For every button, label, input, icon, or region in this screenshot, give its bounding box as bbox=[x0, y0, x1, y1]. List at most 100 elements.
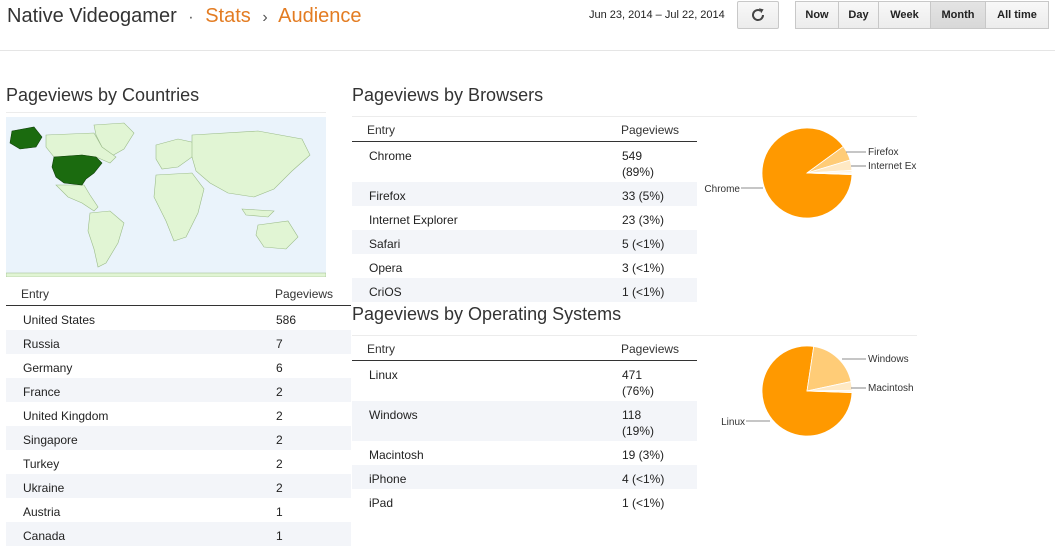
countries-col-pageviews: Pageviews bbox=[275, 287, 334, 301]
os-name: Linux bbox=[369, 368, 398, 382]
table-row[interactable]: United States 586 bbox=[6, 306, 351, 330]
pie-slice-windows[interactable] bbox=[806, 346, 852, 392]
country-views: 1 bbox=[276, 505, 283, 519]
world-map-svg bbox=[6, 122, 326, 277]
countries-title-rule bbox=[6, 112, 326, 113]
table-row[interactable]: France 2 bbox=[6, 378, 351, 402]
breadcrumb-stats[interactable]: Stats bbox=[205, 5, 251, 27]
table-row[interactable]: Canada 1 bbox=[6, 522, 351, 546]
map-canada bbox=[45, 132, 117, 164]
range-month-button[interactable]: Month bbox=[930, 1, 986, 29]
os-percent: (76%) bbox=[622, 384, 655, 398]
country-views: 7 bbox=[276, 337, 283, 351]
country-name: France bbox=[23, 385, 61, 399]
browser-name: Internet Explorer bbox=[369, 213, 458, 227]
map-united-states bbox=[51, 154, 103, 186]
table-row[interactable]: Singapore 2 bbox=[6, 426, 351, 450]
pie-slice-crios[interactable] bbox=[806, 172, 853, 175]
range-alltime-button[interactable]: All time bbox=[985, 1, 1049, 29]
date-range-label[interactable]: Jun 23, 2014 – Jul 22, 2014 bbox=[589, 9, 725, 21]
os-views: 4 (<1%) bbox=[622, 472, 665, 486]
os-views: 118 bbox=[622, 408, 642, 422]
country-views: 6 bbox=[276, 361, 283, 375]
range-week-label: Week bbox=[890, 9, 919, 21]
refresh-button[interactable] bbox=[737, 1, 779, 29]
os-col-entry: Entry bbox=[367, 342, 396, 356]
table-row[interactable]: United Kingdom 2 bbox=[6, 402, 351, 426]
breadcrumb: Native Videogamer · Stats › Audience bbox=[7, 4, 362, 30]
browser-views: 549 bbox=[622, 149, 643, 163]
table-row[interactable]: iPhone 4 (<1%) bbox=[352, 465, 697, 489]
browsers-title-rule bbox=[352, 116, 917, 117]
country-name: Singapore bbox=[23, 433, 78, 447]
table-row[interactable]: Windows 118 (19%) bbox=[352, 401, 697, 441]
countries-table-header: Entry Pageviews bbox=[6, 282, 351, 306]
country-views: 2 bbox=[276, 385, 283, 399]
browser-name: Firefox bbox=[369, 189, 406, 203]
world-map[interactable] bbox=[6, 117, 326, 277]
map-antarctica bbox=[6, 272, 326, 277]
table-row[interactable]: iPad 1 (<1%) bbox=[352, 489, 697, 513]
table-row[interactable]: Safari 5 (<1%) bbox=[352, 230, 697, 254]
map-europe bbox=[155, 138, 197, 170]
range-day-button[interactable]: Day bbox=[838, 1, 879, 29]
table-row[interactable]: Opera 3 (<1%) bbox=[352, 254, 697, 278]
browsers-table-header: Entry Pageviews bbox=[352, 118, 697, 142]
browsers-pie-chart[interactable]: Chrome Firefox Internet Ex bbox=[700, 118, 917, 228]
os-pie-slices bbox=[761, 345, 853, 437]
browsers-pie-slices bbox=[761, 127, 853, 219]
browser-views: 3 (<1%) bbox=[622, 261, 665, 275]
map-south-america bbox=[87, 210, 125, 268]
pie-slice-ipad[interactable] bbox=[806, 390, 853, 393]
site-name[interactable]: Native Videogamer bbox=[7, 5, 177, 27]
table-row[interactable]: Russia 7 bbox=[6, 330, 351, 354]
table-row[interactable]: Firefox 33 (5%) bbox=[352, 182, 697, 206]
browsers-table: Entry Pageviews Chrome 549 (89%) Firefox… bbox=[352, 118, 697, 302]
os-title: Pageviews by Operating Systems bbox=[352, 304, 622, 324]
country-name: Austria bbox=[23, 505, 61, 519]
os-title-rule bbox=[352, 335, 917, 336]
table-row[interactable]: Germany 6 bbox=[6, 354, 351, 378]
table-row[interactable]: Macintosh 19 (3%) bbox=[352, 441, 697, 465]
os-col-pageviews: Pageviews bbox=[621, 342, 680, 356]
browsers-col-entry: Entry bbox=[367, 123, 396, 137]
table-row[interactable]: Internet Explorer 23 (3%) bbox=[352, 206, 697, 230]
pie-label-firefox: Firefox bbox=[868, 147, 899, 158]
map-alaska bbox=[9, 126, 43, 150]
os-views: 471 bbox=[622, 368, 643, 382]
browsers-title: Pageviews by Browsers bbox=[352, 85, 544, 105]
countries-title: Pageviews by Countries bbox=[6, 85, 200, 105]
table-row[interactable]: Chrome 549 (89%) bbox=[352, 142, 697, 182]
table-row[interactable]: CriOS 1 (<1%) bbox=[352, 278, 697, 302]
range-month-label: Month bbox=[941, 9, 975, 21]
range-day-label: Day bbox=[848, 9, 869, 21]
os-pie-chart[interactable]: Linux Windows Macintosh bbox=[700, 337, 917, 447]
os-percent: (19%) bbox=[622, 424, 655, 438]
browsers-col-pageviews: Pageviews bbox=[621, 123, 680, 137]
table-row[interactable]: Turkey 2 bbox=[6, 450, 351, 474]
country-views: 2 bbox=[276, 457, 283, 471]
browser-name: Chrome bbox=[369, 149, 412, 163]
range-now-label: Now bbox=[805, 9, 829, 21]
countries-col-entry: Entry bbox=[21, 287, 50, 301]
breadcrumb-audience[interactable]: Audience bbox=[278, 5, 362, 27]
country-name: United Kingdom bbox=[23, 409, 109, 423]
table-row[interactable]: Austria 1 bbox=[6, 498, 351, 522]
country-views: 2 bbox=[276, 433, 283, 447]
browser-views: 33 (5%) bbox=[622, 189, 665, 203]
range-now-button[interactable]: Now bbox=[795, 1, 839, 29]
country-name: Germany bbox=[23, 361, 73, 375]
range-alltime-label: All time bbox=[997, 9, 1037, 21]
range-button-group: Now Day Week Month All time bbox=[795, 1, 1049, 29]
os-table-header: Entry Pageviews bbox=[352, 337, 697, 361]
browser-views: 23 (3%) bbox=[622, 213, 665, 227]
table-row[interactable]: Ukraine 2 bbox=[6, 474, 351, 498]
browser-name: CriOS bbox=[369, 285, 402, 299]
map-central-america bbox=[55, 184, 99, 212]
table-row[interactable]: Linux 471 (76%) bbox=[352, 361, 697, 401]
os-name: iPhone bbox=[369, 472, 407, 486]
map-australia bbox=[255, 220, 299, 250]
breadcrumb-separator: › bbox=[262, 9, 268, 26]
country-views: 1 bbox=[276, 529, 283, 543]
range-week-button[interactable]: Week bbox=[878, 1, 931, 29]
